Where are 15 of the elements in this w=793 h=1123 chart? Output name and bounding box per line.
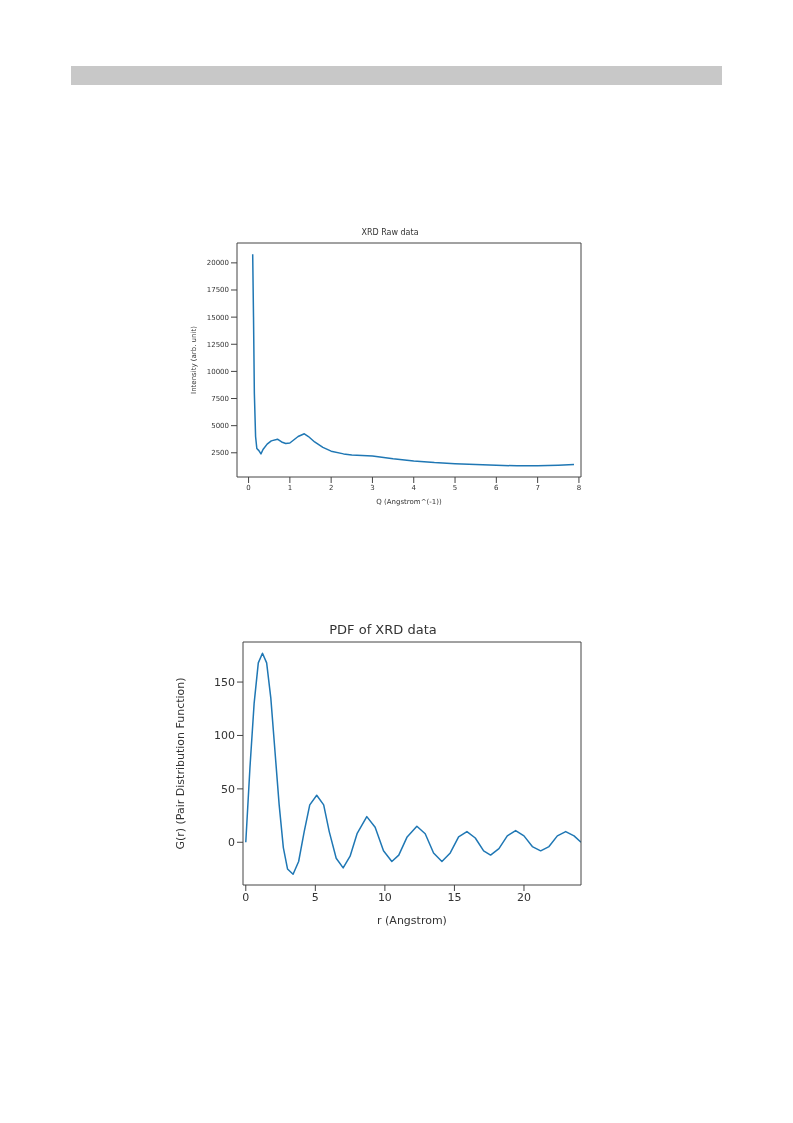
x-tick-label: 20 (516, 890, 531, 904)
y-tick-label: 150 (214, 675, 235, 689)
y-tick-label: 100 (214, 729, 235, 743)
chart-title: XRD Raw data (360, 228, 420, 239)
x-tick-label: 10 (377, 890, 392, 904)
y-axis-title: G(r) (Pair Distribution Function) (173, 677, 187, 850)
line-series (251, 253, 575, 467)
x-tick-label: 5 (311, 890, 319, 904)
y-tick-label: 50 (221, 782, 235, 796)
y-tick-label: 0 (228, 836, 235, 850)
x-axis-title: r (Angstrom) (377, 914, 447, 927)
chart-title: PDF of XRD data (328, 622, 438, 639)
x-tick-label: 0 (242, 890, 250, 904)
x-tick-label: 15 (447, 890, 462, 904)
line-series (245, 652, 581, 876)
